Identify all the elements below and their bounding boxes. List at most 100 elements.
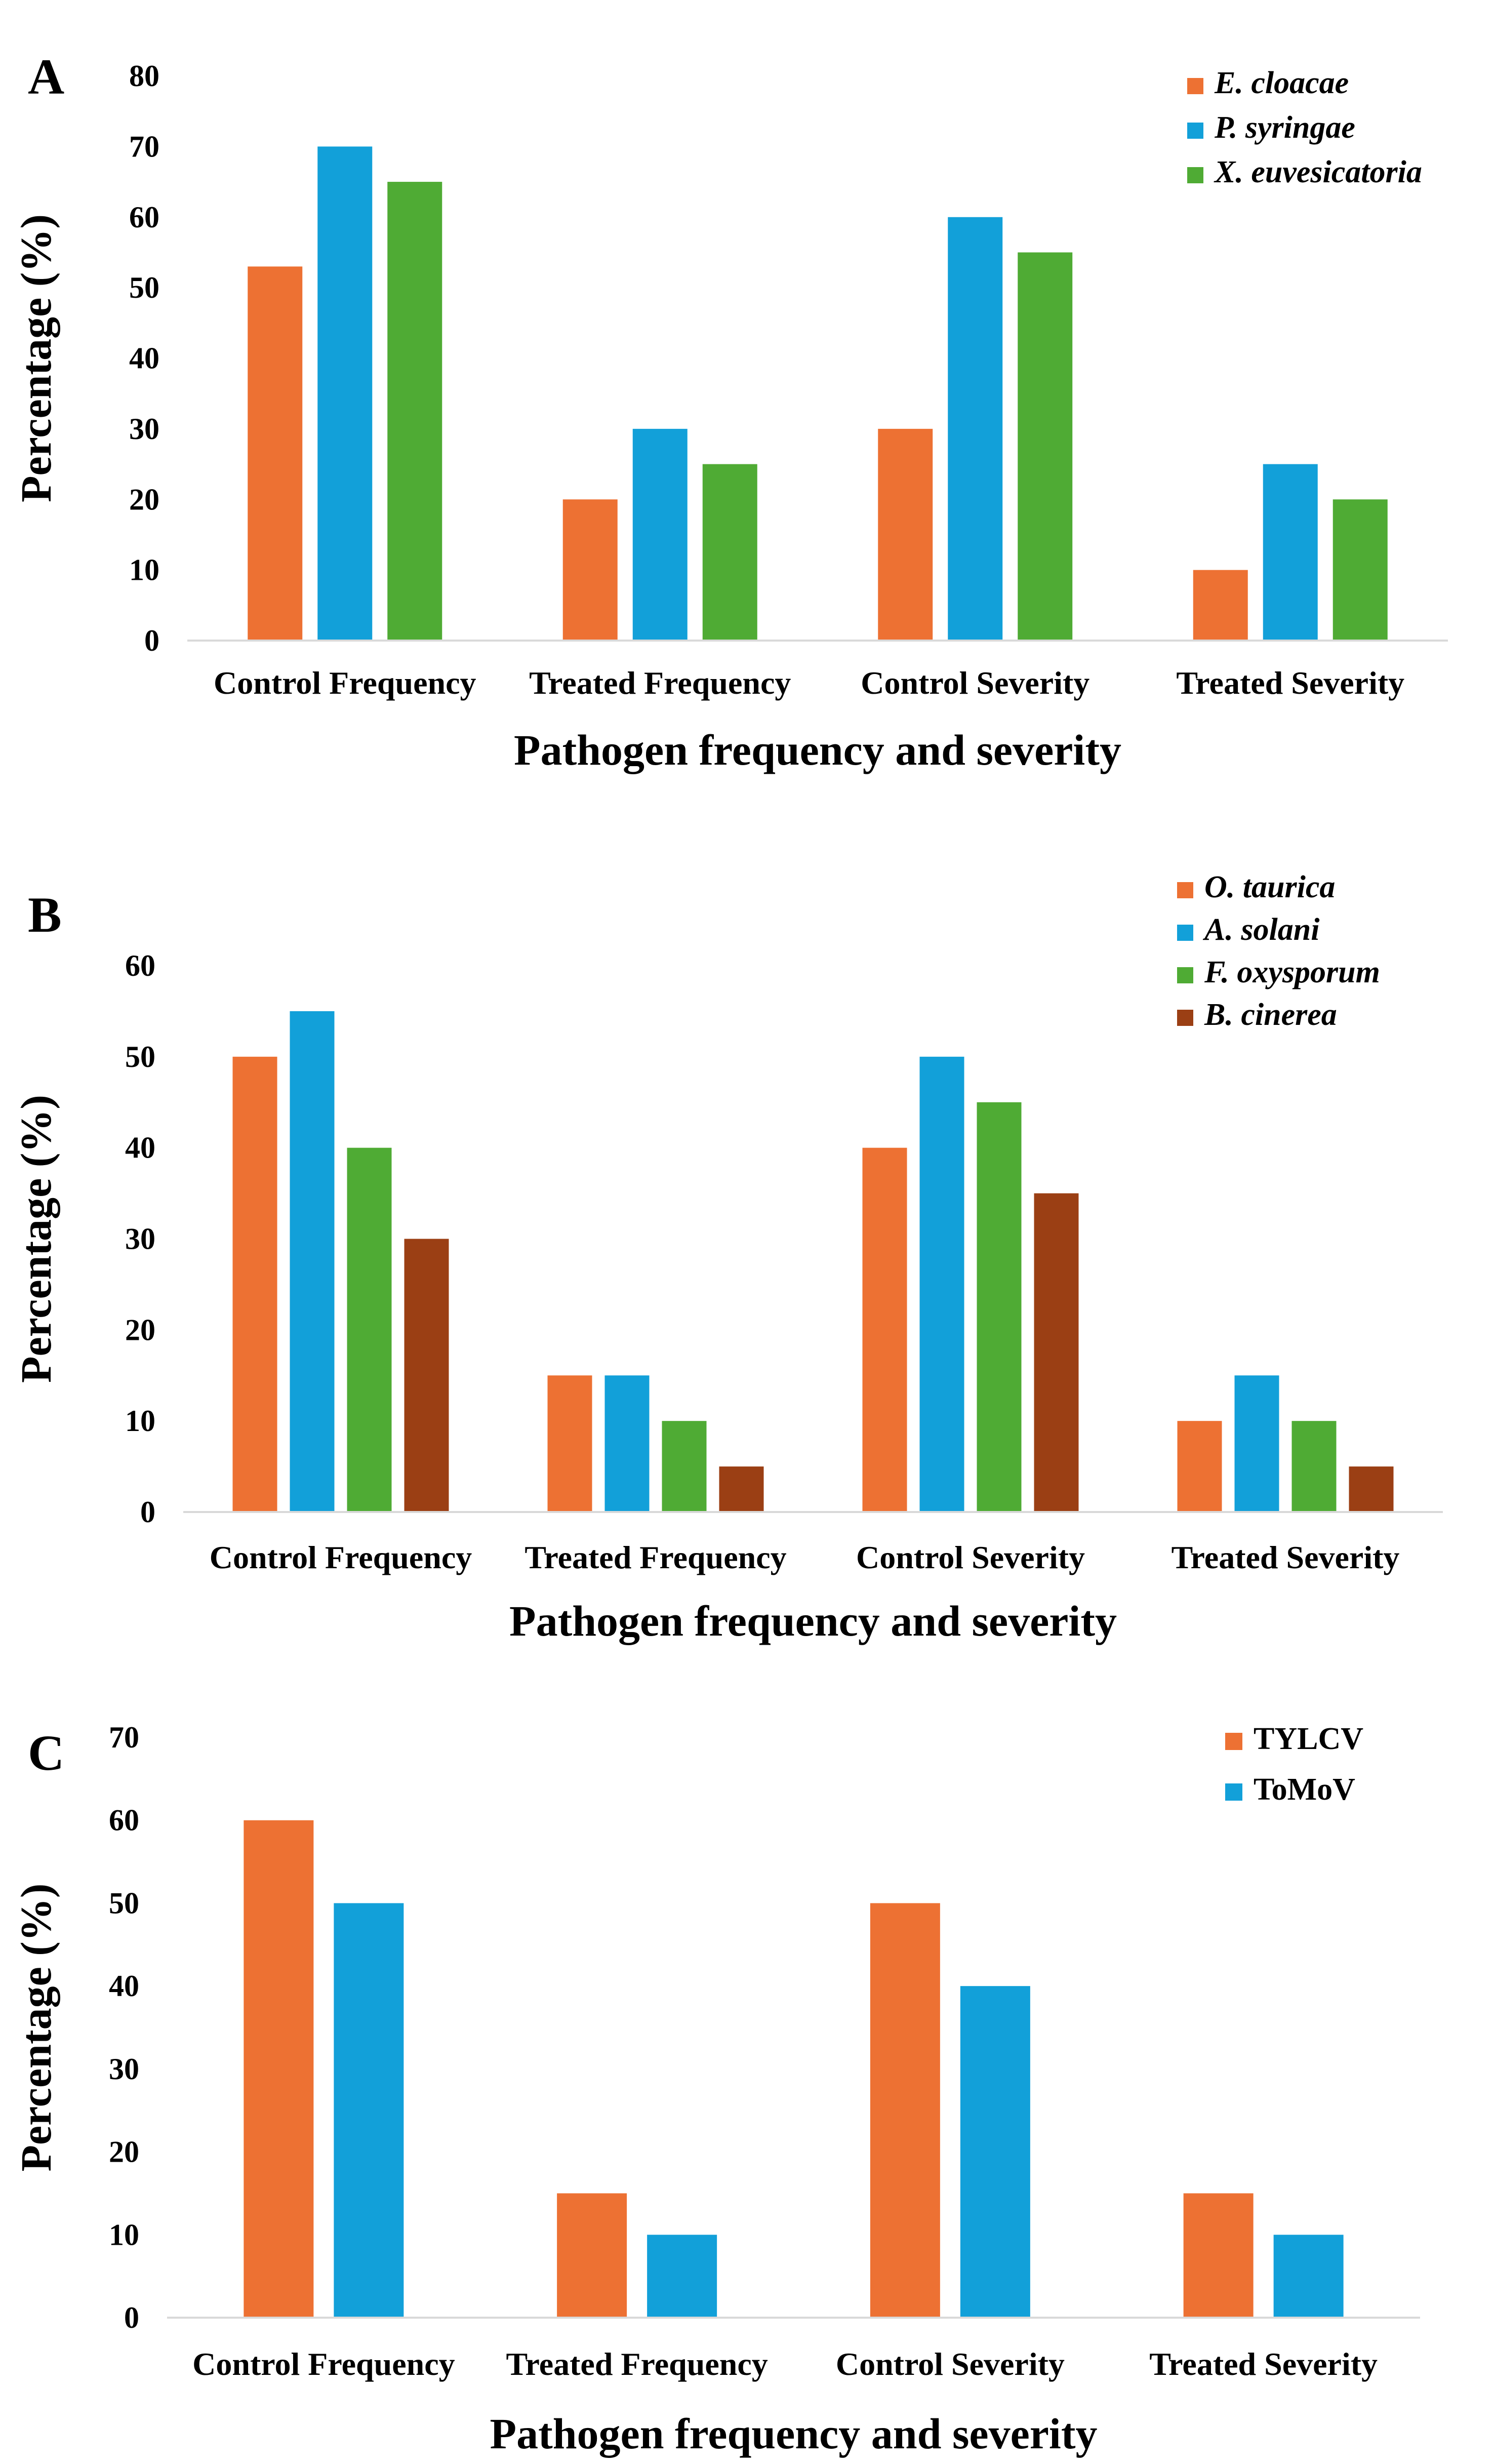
bar-b-s1-c2	[919, 1056, 964, 1512]
bar-a-s2-c2	[1018, 252, 1073, 641]
y-tick-label: 20	[125, 1313, 155, 1346]
bar-b-s1-c1	[604, 1375, 650, 1512]
bar-b-s0-c1	[547, 1375, 592, 1512]
bar-b-s3-c2	[1034, 1193, 1079, 1512]
legend-label: TYLCV	[1254, 1722, 1363, 1756]
bar-a-s1-c1	[632, 428, 688, 641]
y-tick-label: 30	[109, 2052, 139, 2086]
y-tick-label: 80	[129, 59, 159, 93]
legend-swatch	[1177, 925, 1193, 941]
bar-a-s2-c0	[387, 182, 442, 641]
y-tick-label: 70	[109, 1721, 139, 1754]
x-category-label: Control Severity	[861, 665, 1089, 701]
legend-swatch	[1225, 1783, 1242, 1801]
y-tick-label: 0	[144, 624, 159, 657]
bar-c-s1-c0	[334, 1903, 404, 2318]
legend-label: X. euvesicatoria	[1214, 155, 1422, 189]
bar-b-s3-c3	[1349, 1466, 1394, 1512]
legend-label: P. syringae	[1214, 110, 1355, 145]
x-axis-title: Pathogen frequency and severity	[490, 2409, 1098, 2458]
bar-a-s1-c0	[317, 146, 373, 641]
panel-b: B Percentage (%) 0 10 20 30 40 50 60 Control Freq…	[12, 870, 1443, 1645]
y-tick-label: 10	[129, 553, 159, 587]
legend-swatch	[1177, 967, 1193, 983]
bar-a-s2-c1	[702, 464, 757, 641]
y-axis-title: Percentage (%)	[12, 1883, 60, 2171]
legend-swatch	[1187, 78, 1203, 94]
bar-b-s2-c1	[662, 1421, 707, 1512]
x-category-label: Control Frequency	[214, 665, 476, 701]
bar-b-s2-c0	[347, 1147, 392, 1512]
legend: E. cloacae P. syringae X. euvesicatoria	[1187, 66, 1422, 189]
panel-letter: A	[28, 49, 64, 105]
bar-a-s1-c2	[948, 217, 1003, 641]
legend-label: ToMoV	[1254, 1772, 1355, 1807]
bar-b-s1-c0	[290, 1011, 335, 1512]
bar-a-s2-c3	[1333, 499, 1388, 641]
bar-a-s0-c2	[878, 428, 933, 641]
y-tick-label: 10	[125, 1404, 155, 1438]
y-tick-label: 40	[109, 1969, 139, 2003]
x-category-label: Treated Frequency	[529, 665, 791, 701]
bar-b-s0-c0	[232, 1056, 277, 1512]
y-axis-title: Percentage (%)	[12, 1095, 60, 1383]
legend-label: A. solani	[1202, 912, 1319, 947]
bar-c-s1-c1	[647, 2235, 717, 2318]
legend-label: O. taurica	[1204, 870, 1335, 904]
bar-c-s0-c2	[870, 1903, 940, 2318]
x-category-label: Control Severity	[836, 2346, 1065, 2382]
x-category-label: Control Frequency	[192, 2346, 455, 2382]
legend-swatch	[1225, 1733, 1242, 1750]
y-tick-label: 50	[109, 1886, 139, 1920]
y-tick-label: 50	[125, 1040, 155, 1074]
bar-b-s0-c2	[862, 1147, 907, 1512]
legend: TYLCV ToMoV	[1225, 1722, 1363, 1807]
bar-c-s0-c0	[244, 1820, 314, 2318]
y-tick-label: 50	[129, 271, 159, 304]
x-category-label: Treated Frequency	[524, 1539, 786, 1575]
y-tick-label: 40	[125, 1131, 155, 1165]
x-category-label: Control Frequency	[210, 1539, 472, 1575]
y-tick-label: 0	[124, 2301, 139, 2334]
bar-c-s1-c2	[960, 1986, 1030, 2318]
x-category-label: Treated Frequency	[506, 2346, 768, 2382]
x-category-label: Control Severity	[856, 1539, 1085, 1575]
y-axis-title: Percentage (%)	[12, 214, 60, 502]
legend-label: E. cloacae	[1214, 66, 1349, 100]
y-tick-label: 30	[125, 1222, 155, 1256]
bar-b-s2-c3	[1291, 1421, 1337, 1512]
y-tick-label: 60	[109, 1804, 139, 1837]
bar-b-s3-c0	[404, 1239, 449, 1512]
bar-c-s0-c3	[1183, 2193, 1254, 2318]
y-tick-label: 0	[140, 1495, 155, 1529]
legend: O. taurica A. solani F. oxysporum B. cinere…	[1177, 870, 1380, 1032]
y-tick-label: 70	[129, 130, 159, 163]
y-tick-label: 20	[109, 2135, 139, 2169]
legend-swatch	[1187, 167, 1203, 183]
bar-c-s1-c3	[1273, 2235, 1344, 2318]
legend-swatch	[1177, 1010, 1193, 1026]
bar-b-s1-c3	[1234, 1375, 1279, 1512]
bar-a-s0-c1	[562, 499, 618, 641]
panel-a: A Percentage (%) 0 10 20 30 40 50 60 70 80 Control …	[12, 49, 1448, 774]
legend-label: F. oxysporum	[1204, 955, 1380, 989]
x-category-label: Treated Severity	[1172, 1539, 1400, 1575]
panel-letter: B	[28, 887, 62, 943]
panel-letter: C	[28, 1725, 64, 1781]
bar-b-s2-c2	[977, 1102, 1022, 1512]
legend-label: B. cinerea	[1204, 998, 1337, 1032]
x-category-label: Treated Severity	[1176, 665, 1404, 701]
x-axis-title: Pathogen frequency and severity	[509, 1597, 1117, 1645]
x-axis-title: Pathogen frequency and severity	[514, 726, 1121, 774]
y-tick-label: 40	[129, 342, 159, 375]
y-tick-label: 10	[109, 2218, 139, 2251]
y-tick-label: 60	[125, 949, 155, 982]
panel-c: C Percentage (%) 0 10 20 30 40 50 60 70 Control Fr…	[12, 1721, 1420, 2458]
bar-b-s0-c3	[1177, 1421, 1222, 1512]
legend-swatch	[1187, 123, 1203, 139]
bar-a-s0-c0	[248, 266, 303, 641]
bar-c-s0-c1	[557, 2193, 627, 2318]
x-category-label: Treated Severity	[1149, 2346, 1378, 2382]
